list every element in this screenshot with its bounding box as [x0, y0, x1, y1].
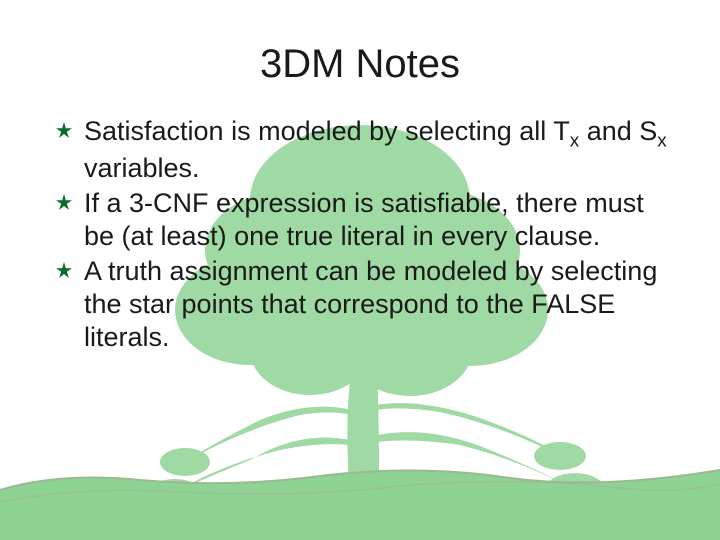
slide-title: 3DM Notes: [48, 42, 672, 87]
bullet-list: Satisfaction is modeled by selecting all…: [48, 115, 672, 354]
bullet-text: A truth assignment can be modeled by sel…: [84, 256, 657, 352]
star-icon: [56, 262, 72, 278]
bullet-item: If a 3-CNF expression is satisfiable, th…: [56, 187, 672, 253]
bullet-text: Satisfaction is modeled by selecting all…: [84, 116, 667, 183]
bullet-item: Satisfaction is modeled by selecting all…: [56, 115, 672, 185]
bullet-text: If a 3-CNF expression is satisfiable, th…: [84, 188, 644, 251]
star-icon: [56, 194, 72, 210]
bullet-item: A truth assignment can be modeled by sel…: [56, 255, 672, 354]
background-ground: [0, 450, 720, 540]
star-icon: [56, 122, 72, 138]
